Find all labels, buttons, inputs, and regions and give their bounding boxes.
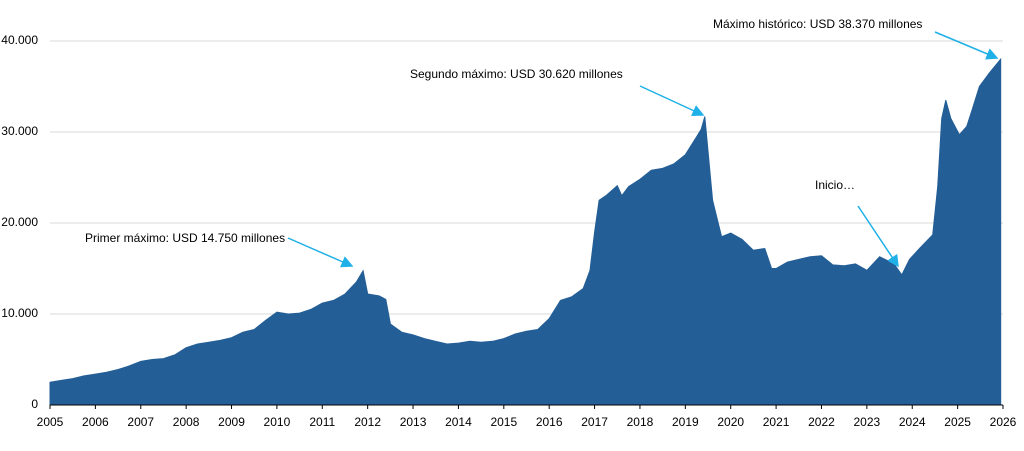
area xyxy=(49,57,1002,406)
x-tick-label: 2020 xyxy=(717,415,744,429)
x-tick-label: 2022 xyxy=(808,415,835,429)
annotation-arrow xyxy=(857,205,899,268)
annotation: Inicio… xyxy=(815,178,855,192)
y-tick-label: 10.000 xyxy=(1,306,38,320)
x-tick-label: 2007 xyxy=(127,415,154,429)
annotation: Máximo histórico: USD 38.370 millones xyxy=(713,17,922,31)
x-tick-label: 2024 xyxy=(899,415,926,429)
plot-area xyxy=(49,57,1002,406)
annotation-arrow xyxy=(639,85,705,117)
x-tick-label: 2015 xyxy=(490,415,517,429)
x-tick-label: 2016 xyxy=(536,415,563,429)
x-tick-label: 2026 xyxy=(990,415,1017,429)
x-tick-label: 2021 xyxy=(763,415,790,429)
annotation-arrow xyxy=(287,237,354,268)
x-tick-label: 2023 xyxy=(854,415,881,429)
y-tick-label: 30.000 xyxy=(1,124,38,138)
x-tick-label: 2011 xyxy=(309,415,335,429)
x-tick-label: 2013 xyxy=(400,415,427,429)
x-tick-label: 2017 xyxy=(581,415,608,429)
x-tick-label: 2018 xyxy=(627,415,654,429)
x-tick-label: 2012 xyxy=(354,415,381,429)
x-tick-label: 2014 xyxy=(445,415,472,429)
x-tick-label: 2010 xyxy=(264,415,291,429)
x-tick-label: 2005 xyxy=(37,415,64,429)
x-tick-label: 2025 xyxy=(944,415,971,429)
x-tick-label: 2006 xyxy=(82,415,109,429)
y-tick-label: 20.000 xyxy=(1,215,38,229)
annotation-arrow xyxy=(934,31,999,60)
annotation: Primer máximo: USD 14.750 millones xyxy=(85,231,285,245)
y-tick-label: 0 xyxy=(31,397,38,411)
annotation: Segundo máximo: USD 30.620 millones xyxy=(410,67,623,81)
x-tick-label: 2019 xyxy=(672,415,699,429)
x-tick-label: 2008 xyxy=(173,415,200,429)
y-tick-label: 40.000 xyxy=(1,33,38,47)
x-tick-label: 2009 xyxy=(218,415,245,429)
